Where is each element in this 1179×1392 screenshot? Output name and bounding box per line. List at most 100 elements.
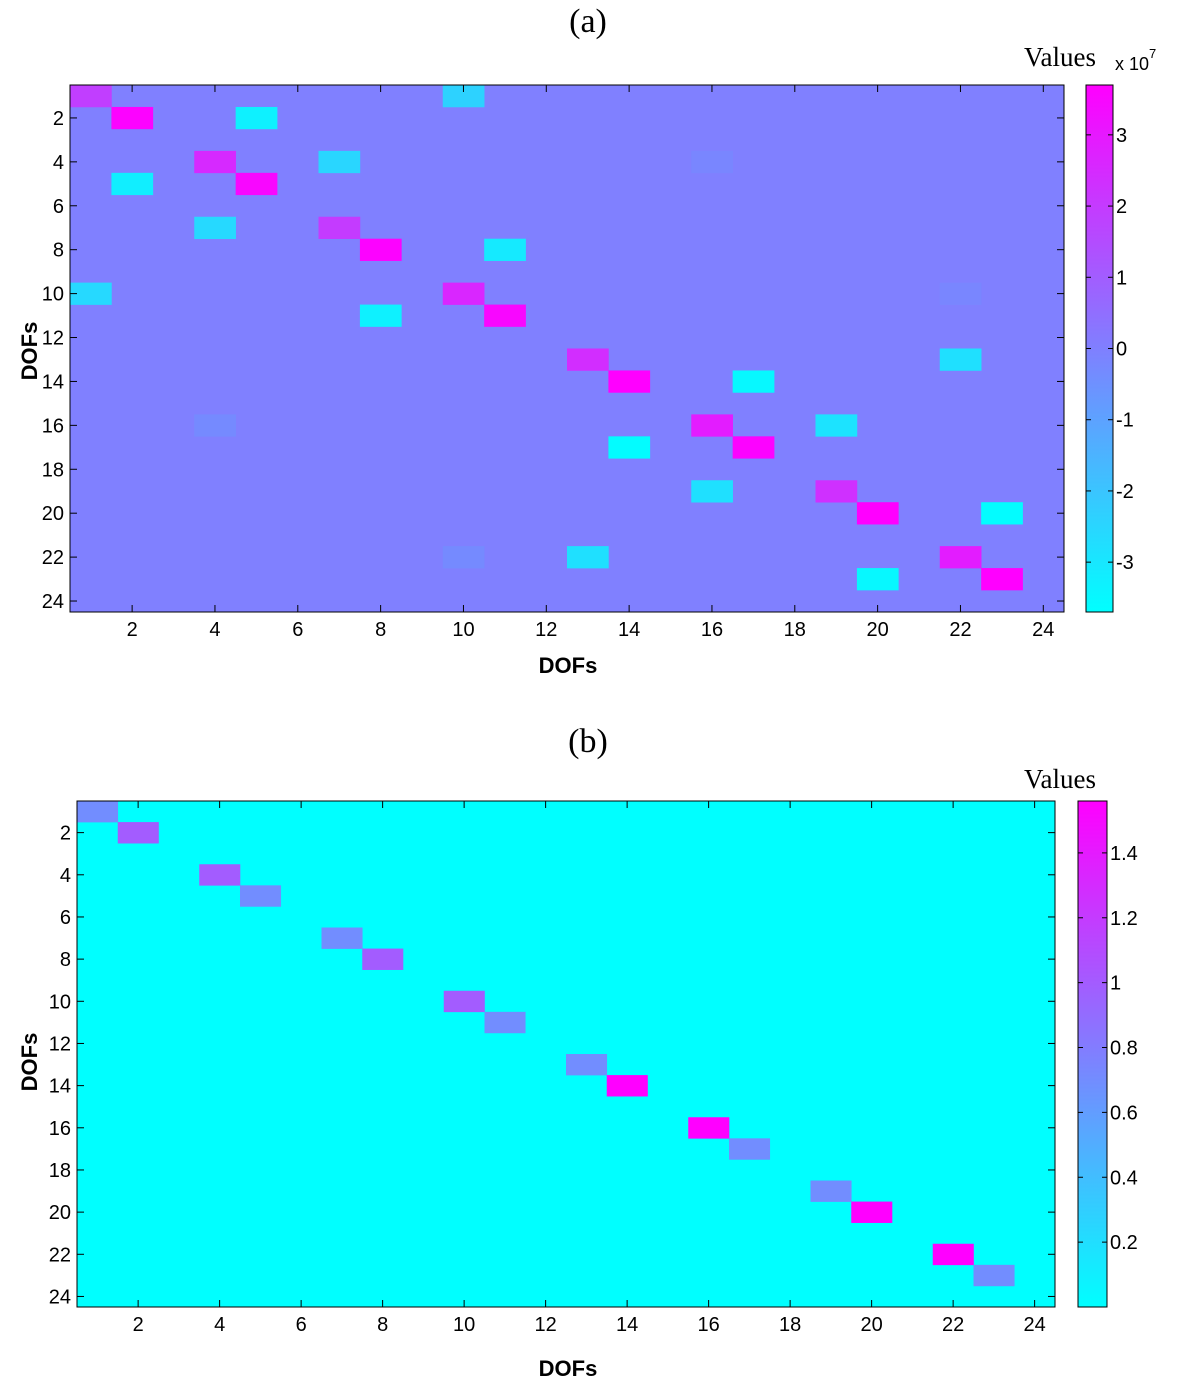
heatmap-cell [240,885,281,906]
heatmap-cell [608,370,650,392]
heatmap-cell [811,1181,852,1202]
heatmap-cell [851,1202,892,1223]
x-tick-label: 18 [784,619,806,641]
heatmap-cell [567,349,609,371]
heatmap-cell [567,546,609,568]
heatmap-cell [981,502,1023,524]
panel-b-title: (b) [568,723,608,760]
y-tick-label: 12 [49,1033,71,1055]
y-tick-label: 10 [42,284,64,306]
panel-a-colorbar-multiplier: x 107 [1115,46,1156,74]
x-tick-label: 14 [618,619,640,641]
y-tick-label: 2 [53,108,64,130]
x-tick-label: 10 [452,619,474,641]
colorbar-gradient [1078,801,1107,1307]
colorbar-tick-label: 0.4 [1110,1167,1138,1189]
multiplier-exponent: 7 [1149,46,1156,61]
heatmap-cell [607,1075,648,1096]
x-tick-label: 22 [942,1314,964,1336]
panel-a-colorbar-title: Values [1024,42,1096,72]
colorbar-tick-label: 0.8 [1110,1038,1138,1060]
x-tick-label: 20 [861,1314,883,1336]
y-tick-label: 16 [42,415,64,437]
panel-a-ylabel: DOFs [17,322,42,381]
heatmap-cell [199,864,240,885]
y-tick-label: 18 [42,459,64,481]
colorbar-tick-label: 3 [1116,125,1127,147]
x-tick-label: 16 [698,1314,720,1336]
heatmap-cell [118,822,159,843]
heatmap-cell [729,1138,770,1159]
heatmap-cell [111,173,153,195]
colorbar-tick-label: 1 [1110,973,1121,995]
heatmap-cell [608,436,650,458]
y-tick-label: 16 [49,1118,71,1140]
colorbar-tick-label: 1 [1116,267,1127,289]
colorbar-tick-label: 1.4 [1110,843,1138,865]
panel-b-colorbar: 0.20.40.60.811.21.4 [1078,801,1138,1307]
x-tick-label: 16 [701,619,723,641]
y-tick-label: 10 [49,991,71,1013]
heatmap-cell [816,414,858,436]
x-tick-label: 22 [949,619,971,641]
heatmap-cell [733,436,775,458]
y-tick-label: 24 [49,1286,71,1308]
x-tick-label: 4 [209,619,220,641]
heatmap-cell [360,305,402,327]
panel-b-xlabel: DOFs [539,1356,598,1381]
heatmap-cell [981,568,1023,590]
colorbar-tick-label: -3 [1116,552,1134,574]
panel-a-heatmap-cells [70,85,1064,612]
x-tick-label: 6 [296,1314,307,1336]
heatmap-cell [194,151,236,173]
x-tick-label: 8 [375,619,386,641]
heatmap-cell [443,283,485,305]
y-tick-label: 24 [42,591,64,613]
heatmap-cell [360,239,402,261]
x-tick-label: 12 [535,619,557,641]
panel-a: (a) 2 4 6 8 10 12 14 16 18 20 22 242468101214161820… [17,3,1156,678]
colorbar-tick-label: 2 [1116,196,1127,218]
y-tick-label: 22 [49,1244,71,1266]
heatmap-cell [70,85,112,107]
y-tick-label: 8 [53,240,64,262]
heatmap-cell [444,991,485,1012]
multiplier-base: x 10 [1115,54,1149,74]
heatmap-cell [194,217,236,239]
heatmap-cell [974,1265,1015,1286]
y-tick-label: 20 [42,503,64,525]
x-tick-label: 20 [867,619,889,641]
heatmap-cell [485,1012,526,1033]
panel-a-colorbar: -3 -2 -1 0 1 2 3 [1086,85,1134,612]
colorbar-tick-label: 0 [1116,339,1127,361]
x-tick-label: 6 [292,619,303,641]
colorbar-tick-label: -1 [1116,410,1134,432]
y-tick-label: 4 [60,865,71,887]
y-tick-label: 14 [42,371,64,393]
heatmap-cell [236,173,278,195]
heatmap-cell [940,349,982,371]
y-tick-label: 12 [42,328,64,350]
heatmap-cell [194,414,236,436]
x-tick-label: 8 [377,1314,388,1336]
heatmap-cell [362,949,403,970]
x-tick-label: 2 [133,1314,144,1336]
x-tick-label: 14 [616,1314,638,1336]
x-tick-label: 2 [127,619,138,641]
heatmap-cell [319,217,361,239]
colorbar-tick-label: 0.6 [1110,1102,1138,1124]
heatmap-cell [857,568,899,590]
panel-a-xlabel: DOFs [539,653,598,678]
heatmap-cell [857,502,899,524]
heatmap-cell [733,370,775,392]
heatmap-cell [816,480,858,502]
panel-b-heatmap-cells [77,801,1055,1307]
heatmap-cell [933,1244,974,1265]
heatmap-cell [484,305,526,327]
panel-b: (b) 2 4 6 8 10 12 14 16 18 20 22 242468101214161820… [17,723,1138,1381]
x-tick-label: 24 [1032,619,1054,641]
heatmap-cell [236,107,278,129]
heatmap-cell [566,1054,607,1075]
heatmap-cell [940,546,982,568]
